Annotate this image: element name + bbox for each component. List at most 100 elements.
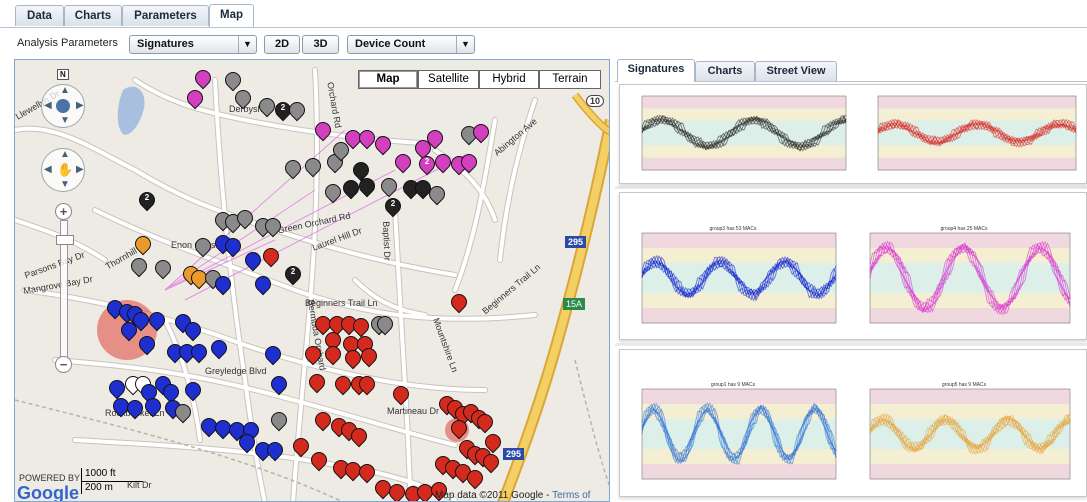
map-marker[interactable] [267, 372, 291, 398]
map-marker[interactable] [207, 336, 231, 362]
map-credit-text: Map data ©2011 Google - [435, 490, 553, 501]
signature-chart [624, 88, 852, 180]
tab-signatures[interactable]: Signatures [617, 59, 695, 82]
map-marker[interactable] [181, 378, 205, 404]
panel-separator [615, 186, 1087, 189]
maptype-map-button[interactable]: Map [358, 70, 418, 89]
map-marker[interactable] [321, 342, 345, 368]
map-marker[interactable]: 2 [135, 188, 159, 214]
map-marker[interactable] [355, 174, 379, 200]
map-marker[interactable] [151, 256, 175, 282]
map-marker[interactable] [457, 150, 481, 176]
map-marker[interactable] [347, 424, 371, 450]
view-2d-button[interactable]: 2D [264, 35, 300, 54]
map-marker[interactable] [321, 180, 345, 206]
map-marker[interactable] [145, 308, 169, 334]
map-marker[interactable] [391, 150, 415, 176]
maptype-terrain-button[interactable]: Terrain [539, 70, 601, 89]
map-marker[interactable] [329, 138, 353, 164]
tab-charts-right[interactable]: Charts [695, 61, 755, 81]
map-marker[interactable] [357, 344, 381, 370]
map-marker[interactable] [479, 450, 503, 476]
terms-of-use-link[interactable]: Terms of Use [552, 490, 591, 501]
map-marker[interactable] [311, 118, 335, 144]
map-marker[interactable] [131, 232, 155, 258]
tab-parameters[interactable]: Parameters [122, 5, 209, 26]
tab-charts[interactable]: Charts [64, 5, 122, 26]
tab-data[interactable]: Data [15, 5, 64, 26]
map-marker[interactable] [231, 86, 255, 112]
street-view-pan-control[interactable]: ▲ ▼ ◀ ▶ [41, 84, 85, 128]
map-marker[interactable] [221, 234, 245, 260]
map-marker[interactable] [259, 244, 283, 270]
map-marker[interactable] [481, 430, 505, 456]
map-marker[interactable] [135, 332, 159, 358]
map-marker[interactable] [447, 416, 471, 442]
marker-pin-icon [171, 400, 195, 424]
tab-map[interactable]: Map [209, 4, 254, 27]
map-marker[interactable] [261, 214, 285, 240]
analysis-select[interactable]: Signatures ▼ [129, 35, 257, 54]
map-marker[interactable] [211, 272, 235, 298]
map-marker[interactable] [341, 346, 365, 372]
map-marker[interactable]: 2 [415, 152, 439, 178]
map-marker[interactable] [305, 370, 329, 396]
map-marker[interactable] [331, 372, 355, 398]
map-marker[interactable] [307, 448, 331, 474]
map-marker[interactable] [251, 272, 275, 298]
map-marker[interactable] [171, 400, 195, 426]
map-marker[interactable]: 2 [271, 98, 295, 124]
map-marker[interactable] [473, 410, 497, 436]
map-marker[interactable] [187, 340, 211, 366]
map-marker[interactable] [263, 438, 287, 464]
map-marker[interactable] [377, 174, 401, 200]
map-view[interactable]: Derbyshire Rd Orchard Rd Abington Ave Gr… [14, 59, 610, 502]
map-marker[interactable] [469, 120, 493, 146]
zoom-in-button[interactable]: + [55, 203, 72, 220]
map-marker[interactable] [235, 430, 259, 456]
view-3d-button[interactable]: 3D [302, 35, 339, 54]
map-marker[interactable] [123, 396, 147, 422]
maptype-hybrid-button[interactable]: Hybrid [479, 70, 539, 89]
map-marker[interactable] [355, 460, 379, 486]
pan-control[interactable]: ▲ ▼ ◀ ▶ ✋ [41, 148, 85, 192]
map-marker[interactable] [261, 342, 285, 368]
map-marker[interactable] [117, 318, 141, 344]
map-marker[interactable] [141, 394, 165, 420]
metric-select[interactable]: Device Count ▼ [347, 35, 475, 54]
map-marker[interactable] [425, 182, 449, 208]
map-marker[interactable] [285, 98, 309, 124]
maptype-satellite-button[interactable]: Satellite [418, 70, 479, 89]
map-marker[interactable] [431, 150, 455, 176]
marker-pin-icon [231, 86, 255, 110]
map-marker[interactable] [355, 372, 379, 398]
zoom-out-button[interactable]: − [55, 356, 72, 373]
map-marker[interactable] [181, 318, 205, 344]
zoom-slider-handle[interactable] [56, 235, 74, 245]
map-marker[interactable] [339, 176, 363, 202]
map-marker[interactable] [267, 408, 291, 434]
map-marker[interactable] [373, 312, 397, 338]
map-marker[interactable] [241, 248, 265, 274]
map-marker[interactable] [447, 290, 471, 316]
map-marker[interactable] [423, 126, 447, 152]
map-marker[interactable]: 2 [381, 194, 405, 220]
map-marker[interactable] [281, 156, 305, 182]
map-marker[interactable] [289, 434, 313, 460]
map-marker[interactable] [463, 466, 487, 492]
map-marker[interactable] [191, 234, 215, 260]
map-marker[interactable] [385, 480, 409, 501]
tab-street-view[interactable]: Street View [755, 61, 837, 81]
map-marker[interactable] [311, 408, 335, 434]
map-marker[interactable] [301, 342, 325, 368]
map-marker[interactable] [255, 94, 279, 120]
map-marker[interactable] [301, 154, 325, 180]
map-marker[interactable] [371, 132, 395, 158]
map-marker[interactable] [191, 66, 215, 92]
map-marker[interactable]: 2 [281, 262, 305, 288]
map-marker[interactable] [233, 206, 257, 232]
map-marker[interactable] [127, 254, 151, 280]
map-marker[interactable] [355, 126, 379, 152]
map-marker[interactable] [183, 86, 207, 112]
map-marker[interactable] [389, 382, 413, 408]
